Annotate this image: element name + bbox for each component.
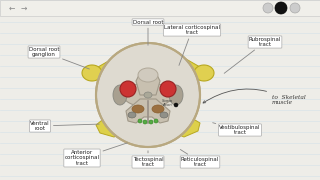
Polygon shape — [94, 59, 130, 79]
Polygon shape — [136, 69, 160, 95]
Ellipse shape — [123, 83, 173, 107]
Circle shape — [120, 81, 136, 97]
Text: to  Skeletal
muscle: to Skeletal muscle — [203, 89, 306, 105]
Ellipse shape — [128, 112, 136, 118]
Text: Vestibulospinal
tract: Vestibulospinal tract — [213, 123, 261, 135]
Ellipse shape — [144, 92, 152, 98]
Polygon shape — [164, 115, 200, 137]
Text: →: → — [21, 3, 27, 12]
Circle shape — [275, 2, 287, 14]
Polygon shape — [96, 117, 132, 137]
Circle shape — [290, 3, 300, 13]
Circle shape — [154, 119, 158, 123]
Text: Tectospinal
tract: Tectospinal tract — [133, 151, 163, 167]
Text: Soma
Axon: Soma Axon — [162, 99, 173, 107]
Circle shape — [263, 3, 273, 13]
Polygon shape — [166, 59, 203, 79]
Circle shape — [138, 119, 142, 123]
Ellipse shape — [169, 85, 183, 105]
Text: ←: ← — [9, 3, 15, 12]
Circle shape — [143, 120, 147, 124]
Circle shape — [149, 120, 153, 124]
Polygon shape — [82, 65, 102, 81]
Text: Dorsal root
ganglion: Dorsal root ganglion — [29, 47, 89, 69]
Text: Anterior
corticospinal
tract: Anterior corticospinal tract — [65, 143, 127, 166]
Ellipse shape — [160, 112, 168, 118]
Ellipse shape — [152, 105, 164, 113]
Polygon shape — [194, 65, 214, 81]
Text: Rubrospinal
tract: Rubrospinal tract — [224, 37, 281, 73]
Circle shape — [174, 103, 178, 107]
FancyBboxPatch shape — [0, 0, 320, 16]
Ellipse shape — [132, 105, 144, 113]
Text: Reticulospinal
tract: Reticulospinal tract — [180, 150, 219, 167]
Text: Lateral corticospinal
tract: Lateral corticospinal tract — [164, 25, 220, 65]
Text: Dorsal root: Dorsal root — [133, 19, 163, 45]
Text: Ventral
root: Ventral root — [30, 121, 99, 131]
Circle shape — [96, 43, 200, 147]
Ellipse shape — [138, 68, 158, 82]
Polygon shape — [126, 99, 170, 123]
Ellipse shape — [113, 85, 127, 105]
Circle shape — [160, 81, 176, 97]
